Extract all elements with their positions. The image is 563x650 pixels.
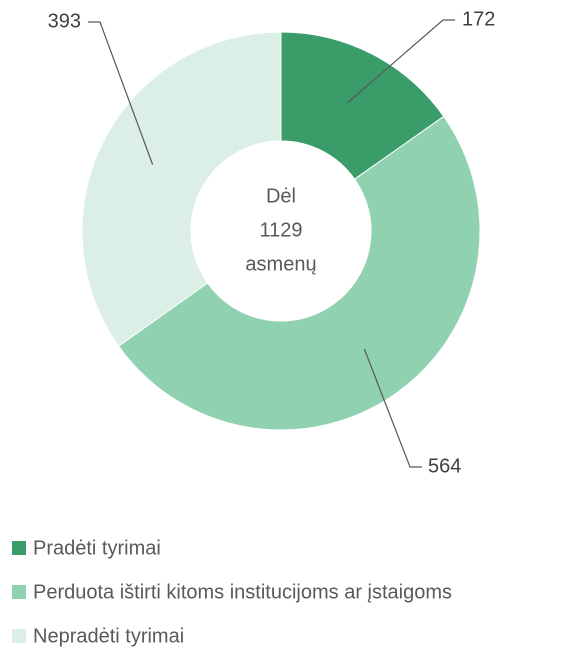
legend-label: Perduota ištirti kitoms institucijoms ar… bbox=[33, 581, 452, 603]
legend-label: Nepradėti tyrimai bbox=[33, 625, 184, 647]
leader-line bbox=[88, 21, 154, 165]
leader-line bbox=[363, 348, 422, 468]
data-label: 393 bbox=[48, 10, 81, 32]
donut-slice bbox=[280, 31, 445, 180]
center-label: 1129 bbox=[259, 219, 302, 241]
legend-swatch bbox=[12, 629, 26, 643]
legend-swatch bbox=[12, 585, 26, 599]
data-label: 564 bbox=[428, 455, 461, 477]
donut-slice bbox=[81, 31, 282, 347]
legend-swatch bbox=[12, 541, 26, 555]
legend-label: Pradėti tyrimai bbox=[33, 537, 161, 559]
center-label: asmenų bbox=[245, 253, 316, 275]
leader-line bbox=[347, 19, 455, 104]
center-label: Dėl bbox=[266, 185, 296, 207]
donut-slice bbox=[117, 115, 481, 431]
data-label: 172 bbox=[462, 8, 495, 30]
